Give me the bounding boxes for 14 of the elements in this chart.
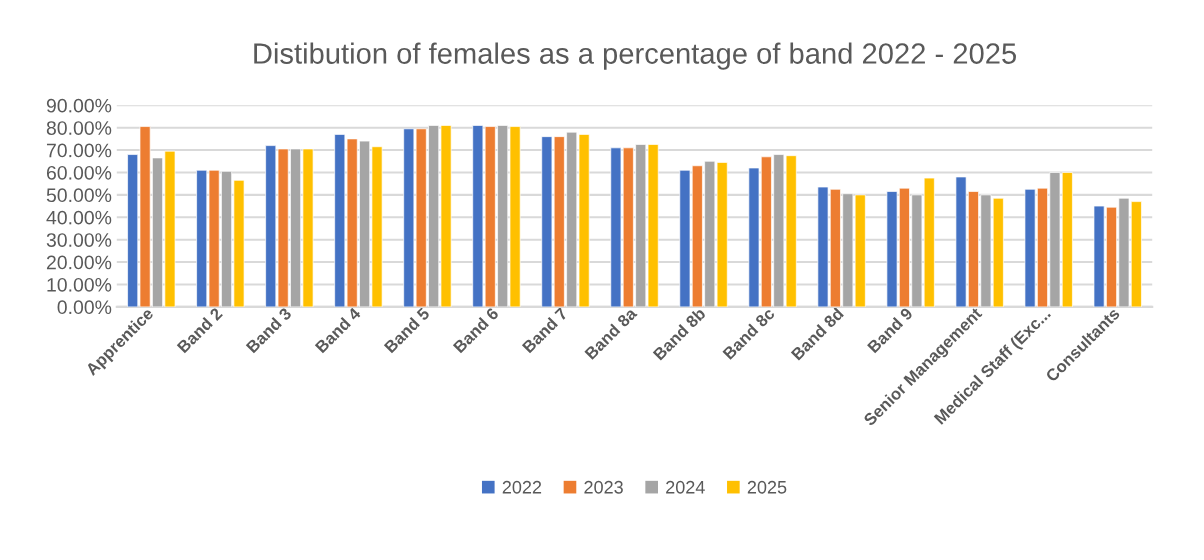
y-tick-label: 10.00% [47, 277, 112, 292]
chart-title: Distibution of females as a percentage of band 2022 - 2025 [254, 42, 1016, 70]
y-tick-label: 80.00% [46, 121, 112, 135]
legend-label: 2024 [666, 480, 705, 494]
y-tick-label: 20.00% [46, 255, 112, 270]
y-tick-label: 70.00% [46, 143, 112, 158]
y-tick-label: 30.00% [46, 233, 112, 247]
legend-label: 2022 [502, 480, 542, 494]
y-tick-label: 50.00% [46, 188, 112, 203]
y-tick-label: 90.00% [46, 98, 112, 113]
y-tick-label: 60.00% [46, 165, 112, 180]
y-tick-label: 40.00% [46, 210, 112, 225]
legend-label: 2025 [747, 480, 787, 494]
legend-label: 2023 [584, 480, 623, 494]
